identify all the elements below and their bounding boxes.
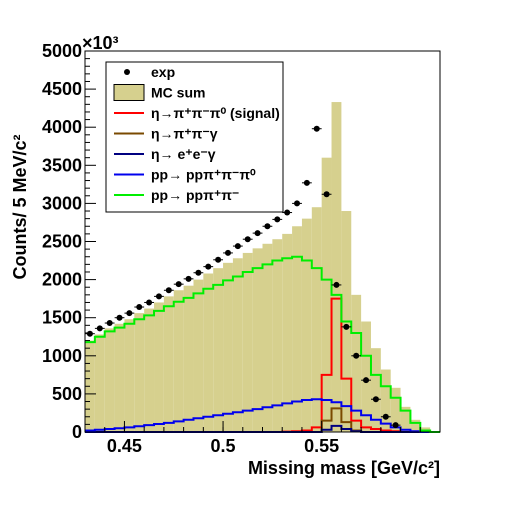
exp-data-point <box>165 287 172 294</box>
legend-label-3: η→π⁺π⁻γ <box>151 126 218 142</box>
mc-sum-bar <box>361 321 371 432</box>
legend-marker-exp <box>124 69 130 75</box>
axes: 0 500 1000 1500 2000 2500 3000 3500 4000 4500 5000… <box>42 41 441 456</box>
x-tick-label: 0.55 <box>304 436 339 456</box>
y-tick-label: 1000 <box>42 346 82 366</box>
mc-sum-bar <box>232 258 243 432</box>
y-tick-label: 2000 <box>42 270 82 290</box>
mc-sum-bar <box>400 406 411 432</box>
y-tick-label: 0 <box>72 422 82 442</box>
step-line-4 <box>85 398 440 433</box>
exp-data-point <box>136 304 143 311</box>
mc-sum-bar <box>134 313 145 432</box>
y-tick-label: 5000 <box>42 41 82 61</box>
y-tick-label: 4000 <box>42 117 82 137</box>
y-axis-title: Counts/ 5 MeV/c² <box>10 134 30 279</box>
exp-data-point <box>96 325 103 332</box>
mc-sum-bar <box>163 296 174 432</box>
exp-data-point <box>363 377 370 384</box>
mc-sum-bar <box>203 273 214 432</box>
mc-sum-bar <box>410 419 421 432</box>
mc-sum-bar <box>213 268 224 432</box>
y-tick-label: 3000 <box>42 193 82 213</box>
step-line-5 <box>85 255 440 433</box>
mc-sum-bar <box>351 294 362 432</box>
exp-data-point <box>116 314 123 321</box>
x-axis-title: Missing mass [GeV/c²] <box>248 458 440 478</box>
exp-data-point <box>254 230 261 237</box>
exp-data-point <box>284 209 291 216</box>
exp-data-point <box>155 293 162 300</box>
exp-data-point <box>224 249 231 256</box>
mc-sum-bar <box>104 328 115 432</box>
legend-label-2: η→π⁺π⁻π⁰ (signal) <box>151 105 280 121</box>
exp-data-point <box>126 310 133 317</box>
mc-sum-bar <box>292 226 302 432</box>
mc-sum-bar <box>321 157 332 432</box>
exp-data-point <box>195 269 202 276</box>
mc-sum-bar <box>301 218 312 432</box>
exp-data-point <box>86 330 93 337</box>
y-tick-label: 2500 <box>42 232 82 252</box>
legend-label-1: MC sum <box>151 85 205 101</box>
exp-data-point <box>343 323 350 330</box>
exp-data-point <box>234 243 241 250</box>
exp-data-point <box>333 281 340 288</box>
mc-sum-bar <box>193 279 204 432</box>
y-tick-label: 3500 <box>42 155 82 175</box>
mc-sum-bar <box>242 252 253 432</box>
exp-data-point <box>294 200 301 207</box>
mc-sum-bar <box>144 308 155 432</box>
y-tick-label: 4500 <box>42 79 82 99</box>
legend-label-5: pp→ ppπ⁺π⁻π⁰ <box>151 167 256 183</box>
exp-data-point <box>313 125 320 132</box>
exp-data-point <box>372 396 379 403</box>
exp-data-point <box>106 320 113 327</box>
y-tick-label: 1500 <box>42 308 82 328</box>
legend-swatch-mc-sum <box>113 84 145 101</box>
exp-data-point <box>244 236 251 243</box>
mc-sum-bar <box>370 348 381 432</box>
mc-sum-bar <box>94 334 105 432</box>
mc-sum-bar <box>331 102 342 432</box>
mc-sum-bar <box>380 369 391 432</box>
mc-sum-bar <box>154 302 164 432</box>
mc-sum-bar <box>173 290 184 432</box>
exp-data-point <box>264 223 271 230</box>
mc-sum-bar <box>282 233 293 432</box>
exp-data-point <box>274 216 281 223</box>
exp-data-point <box>146 299 153 306</box>
x-tick-label: 0.5 <box>211 436 236 456</box>
x-tick-label: 0.45 <box>107 436 142 456</box>
legend-label-4: η→ e⁺e⁻γ <box>151 146 216 162</box>
exp-data-point <box>215 256 222 263</box>
mc-sum-bar <box>124 319 135 432</box>
mc-sum-bar <box>252 248 263 432</box>
exp-data-point <box>303 179 310 186</box>
exp-data-point <box>323 191 330 198</box>
exp-data-point <box>392 422 399 429</box>
legend-label-0: exp <box>151 64 175 80</box>
mc-sum-bar <box>262 243 273 432</box>
legend-label-6: pp→ ppπ⁺π⁻ <box>151 187 239 203</box>
y-multiplier: ×10³ <box>82 33 119 53</box>
exp-data-point <box>205 263 212 270</box>
exp-data-point <box>185 275 192 282</box>
exp-data-point <box>353 352 360 359</box>
mc-sum-bar <box>272 239 283 432</box>
mc-sum-bar <box>183 285 194 432</box>
exp-data-point <box>175 281 182 288</box>
mc-sum-bar <box>223 262 233 432</box>
y-tick-label: 500 <box>52 384 82 404</box>
exp-data-point <box>382 413 389 420</box>
mc-sum-bar <box>114 323 125 432</box>
mc-sum-bar <box>390 387 401 432</box>
legend: exp MC sum η→π⁺π⁻π⁰ (signal) η→π⁺π⁻γ η→ e⁺e⁻… <box>105 61 284 213</box>
mc-sum-bar <box>311 207 322 432</box>
